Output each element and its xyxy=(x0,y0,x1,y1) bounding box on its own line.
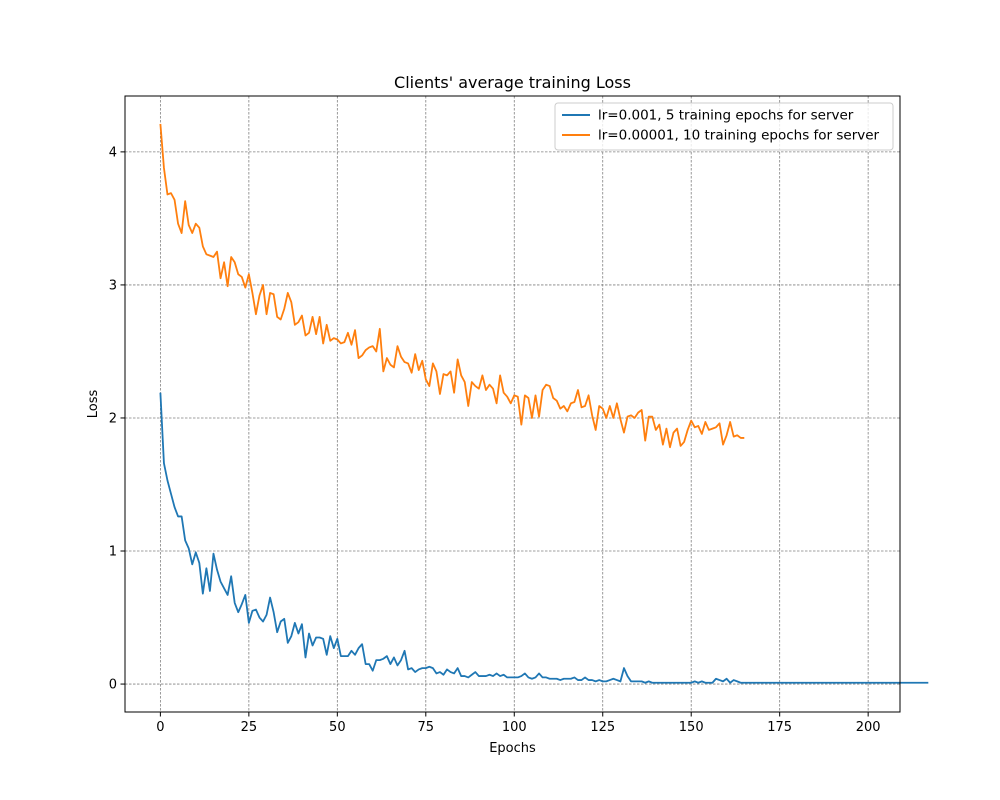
y-tick-label: 1 xyxy=(109,545,117,560)
legend-label-series-2: lr=0.00001, 10 training epochs for serve… xyxy=(598,128,880,144)
y-tick-label: 2 xyxy=(109,411,117,426)
legend-box xyxy=(554,102,894,151)
y-tick-label: 0 xyxy=(109,678,117,693)
x-tick-label: 150 xyxy=(679,720,704,735)
x-tick-label: 25 xyxy=(241,720,258,735)
series-line-2 xyxy=(159,123,745,449)
x-tick-label: 0 xyxy=(156,720,164,735)
x-tick-label: 175 xyxy=(767,720,792,735)
x-tick-label: 125 xyxy=(590,720,615,735)
axis-ticks: 0 25 50 75 100 125 150 175 200 0 1 2 3 4 xyxy=(109,145,881,735)
chart-title: Clients' average training Loss xyxy=(394,73,631,92)
x-tick-label: 75 xyxy=(418,720,435,735)
y-axis-label: Loss xyxy=(86,390,101,419)
legend-label-series-1: lr=0.001, 5 training epochs for server xyxy=(598,108,854,124)
series-line-1 xyxy=(159,392,929,684)
y-tick-label: 4 xyxy=(109,145,117,160)
series-lines xyxy=(159,123,929,684)
y-tick-label: 3 xyxy=(109,278,117,293)
x-tick-label: 50 xyxy=(329,720,346,735)
legend: lr=0.001, 5 training epochs for server l… xyxy=(554,102,894,151)
x-axis-label: Epochs xyxy=(489,741,536,756)
x-tick-label: 200 xyxy=(856,720,881,735)
plot-frame xyxy=(124,95,901,713)
x-tick-label: 100 xyxy=(502,720,527,735)
